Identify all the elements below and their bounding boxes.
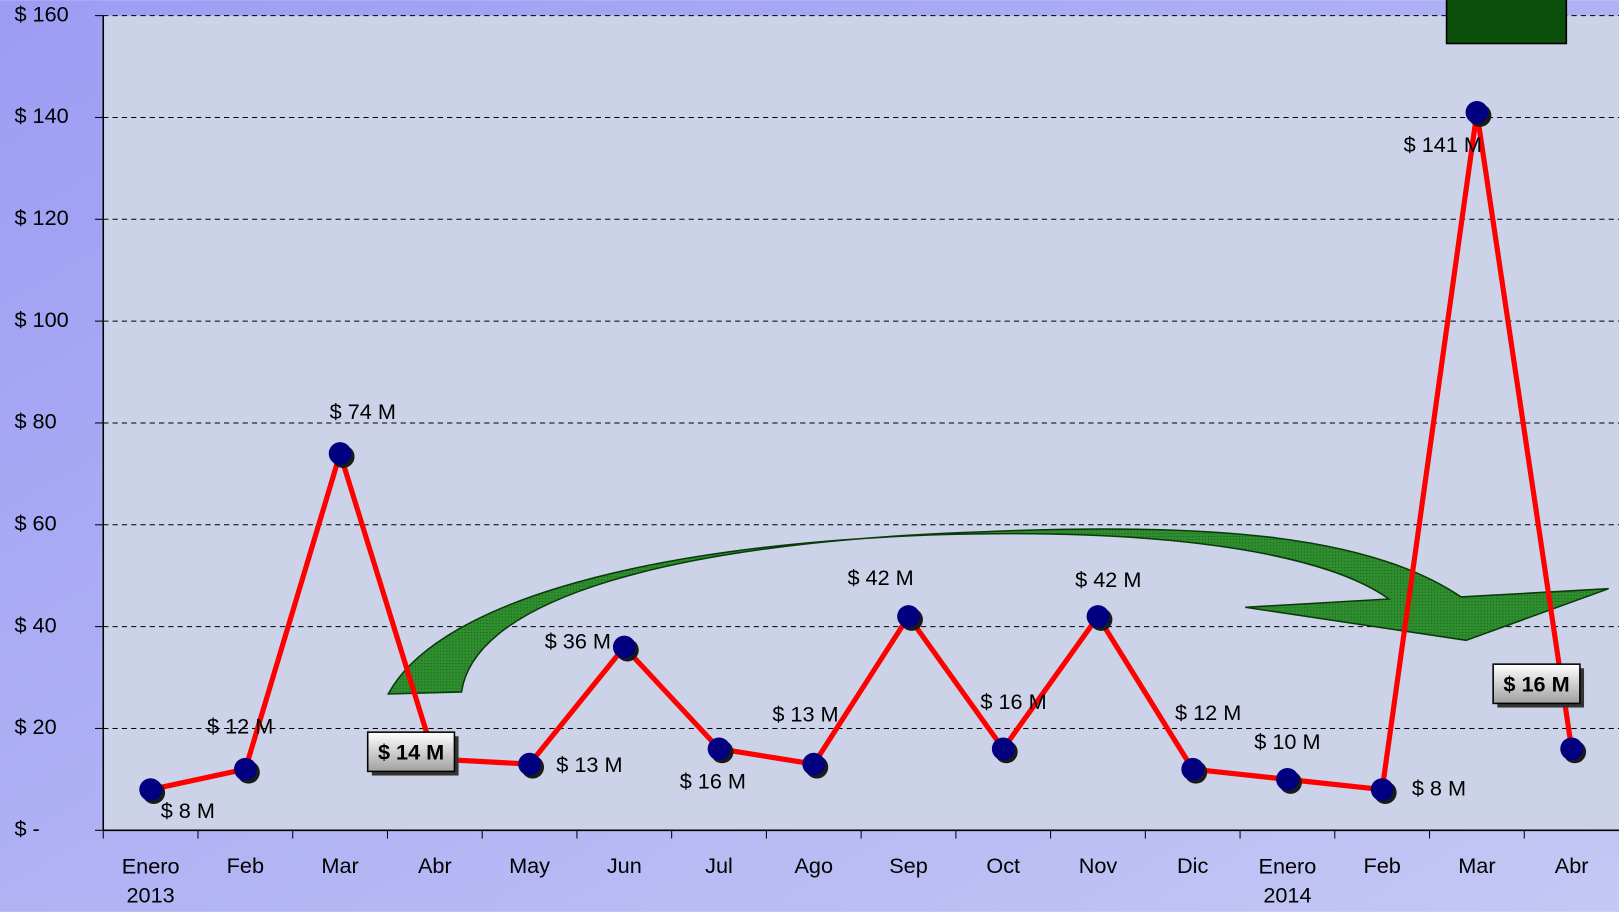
value-label: $ 10 M	[1254, 729, 1320, 754]
marker	[233, 757, 257, 781]
x-tick-label: Abr	[418, 853, 452, 878]
y-tick-label: $ 120	[14, 205, 68, 230]
marker	[1465, 101, 1489, 124]
x-tick-label: Enero 2013	[122, 853, 180, 907]
marker	[1560, 737, 1583, 761]
x-tick-label: Jun	[607, 853, 642, 878]
label-box	[1492, 663, 1581, 705]
y-tick-label: $ 160	[14, 1, 68, 26]
x-tick-label: Mar	[321, 853, 358, 878]
marker	[1086, 605, 1110, 628]
x-tick-label: Feb	[227, 853, 264, 878]
x-tick-label: May	[509, 853, 550, 878]
x-tick-label: Abr	[1555, 853, 1589, 878]
y-tick-label: $ 60	[14, 511, 56, 536]
marker	[802, 752, 826, 776]
marker	[707, 737, 731, 761]
value-label: $ 16 M	[680, 769, 746, 794]
x-tick-label: Enero 2014	[1259, 853, 1317, 907]
x-tick-label: Dic	[1177, 853, 1208, 878]
value-label: $ 74 M	[330, 399, 396, 424]
value-label: $ 8 M	[161, 798, 215, 823]
y-tick-label: $ 140	[14, 103, 68, 128]
y-tick-label: $ 80	[14, 409, 56, 434]
x-tick-label: Oct	[986, 853, 1020, 878]
value-label: $ 42 M	[1075, 567, 1141, 592]
x-tick-label: Jul	[705, 853, 733, 878]
marker	[991, 737, 1015, 761]
y-tick-label: $ 100	[14, 307, 68, 332]
x-tick-label: Sep	[889, 853, 928, 878]
marker	[1276, 768, 1299, 791]
y-tick-label: $ -	[14, 816, 39, 841]
value-label: $ 12 M	[1175, 700, 1241, 725]
logo-box	[1445, 0, 1568, 45]
x-tick-label: Feb	[1363, 853, 1400, 878]
line	[150, 111, 1575, 793]
label-box	[366, 731, 456, 773]
value-label: $ 13 M	[556, 752, 622, 777]
marker	[139, 778, 162, 801]
value-label: $ 141 M	[1404, 132, 1482, 157]
value-label: $ 13 M	[772, 701, 838, 726]
y-tick-label: $ 40	[14, 612, 56, 637]
marker	[612, 635, 636, 659]
x-tick-label: Mar	[1458, 853, 1495, 878]
value-label: $ 16 M	[980, 689, 1046, 714]
value-label: $ 8 M	[1412, 775, 1466, 800]
marker	[1181, 757, 1205, 781]
arrow-decoration	[386, 528, 1609, 695]
marker	[1370, 778, 1394, 801]
marker	[328, 442, 352, 465]
value-label: $ 16 M	[1503, 672, 1569, 697]
value-label: $ 36 M	[545, 629, 611, 654]
x-tick-label: Ago	[794, 853, 833, 878]
value-label: $ 14 M	[378, 740, 444, 765]
marker	[518, 752, 541, 776]
x-tick-label: Nov	[1079, 853, 1118, 878]
marker	[897, 605, 920, 628]
value-label: $ 42 M	[847, 565, 913, 590]
y-tick-label: $ 20	[14, 714, 56, 739]
value-label: $ 12 M	[207, 714, 273, 739]
